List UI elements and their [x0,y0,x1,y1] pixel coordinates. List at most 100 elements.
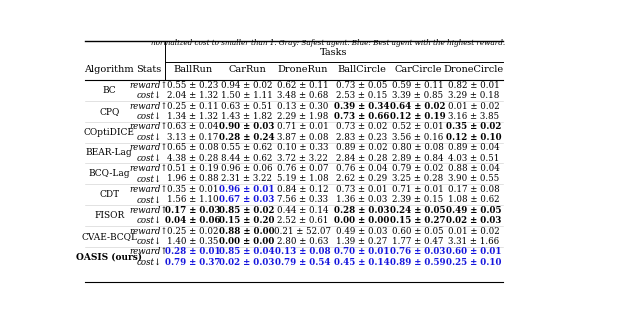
Text: 0.88 ± 0.00: 0.88 ± 0.00 [219,227,275,236]
Text: 0.12 ± 0.19: 0.12 ± 0.19 [390,112,445,121]
Text: 3.48 ± 0.68: 3.48 ± 0.68 [277,91,328,100]
Text: reward↑: reward↑ [130,164,168,173]
Text: 4.03 ± 0.51: 4.03 ± 0.51 [448,154,499,163]
Text: 0.28 ± 0.01: 0.28 ± 0.01 [165,247,221,256]
Text: Algorithm: Algorithm [84,65,134,74]
Text: 2.31 ± 3.22: 2.31 ± 3.22 [221,175,273,184]
Text: FISOR: FISOR [94,211,124,220]
Text: cost↓: cost↓ [136,112,162,121]
Text: 0.00 ± 0.00: 0.00 ± 0.00 [334,216,389,225]
Text: 1.43 ± 1.82: 1.43 ± 1.82 [221,112,273,121]
Text: 0.01 ± 0.02: 0.01 ± 0.02 [448,227,500,236]
Text: 0.02 ± 0.03: 0.02 ± 0.03 [220,258,275,267]
Text: 0.15 ± 0.27: 0.15 ± 0.27 [390,216,445,225]
Text: cost↓: cost↓ [136,175,162,184]
Text: 0.00 ± 0.00: 0.00 ± 0.00 [220,237,275,246]
Text: 1.36 ± 0.03: 1.36 ± 0.03 [336,195,387,204]
Text: 8.44 ± 0.62: 8.44 ± 0.62 [221,154,273,163]
Text: 1.96 ± 0.88: 1.96 ± 0.88 [167,175,219,184]
Text: 0.17 ± 0.08: 0.17 ± 0.08 [448,185,500,194]
Text: OASIS (ours): OASIS (ours) [76,252,142,261]
Text: 0.25 ± 0.02: 0.25 ± 0.02 [167,227,219,236]
Text: BallCircle: BallCircle [337,65,386,74]
Text: 0.13 ± 0.30: 0.13 ± 0.30 [277,102,328,110]
Text: 0.90 ± 0.03: 0.90 ± 0.03 [220,122,275,131]
Text: 0.60 ± 0.05: 0.60 ± 0.05 [392,227,444,236]
Text: 0.76 ± 0.04: 0.76 ± 0.04 [336,164,387,173]
Text: 0.35 ± 0.01: 0.35 ± 0.01 [167,185,219,194]
Text: 0.76 ± 0.03: 0.76 ± 0.03 [390,247,445,256]
Text: BCQ-Lag: BCQ-Lag [88,169,130,178]
Text: cost↓: cost↓ [136,133,162,142]
Text: 2.84 ± 0.28: 2.84 ± 0.28 [336,154,387,163]
Text: 0.71 ± 0.01: 0.71 ± 0.01 [392,185,444,194]
Text: 0.79 ± 0.02: 0.79 ± 0.02 [392,164,444,173]
Text: 0.71 ± 0.01: 0.71 ± 0.01 [277,122,328,131]
Text: 0.76 ± 0.07: 0.76 ± 0.07 [277,164,328,173]
Text: 0.44 ± 0.14: 0.44 ± 0.14 [277,206,328,215]
Text: 0.79 ± 0.54: 0.79 ± 0.54 [275,258,330,267]
Text: Stats: Stats [136,65,162,74]
Text: 2.80 ± 0.63: 2.80 ± 0.63 [277,237,328,246]
Text: 0.63 ± 0.04: 0.63 ± 0.04 [167,122,218,131]
Text: 0.62 ± 0.11: 0.62 ± 0.11 [277,81,328,90]
Text: BallRun: BallRun [173,65,212,74]
Text: 0.96 ± 0.06: 0.96 ± 0.06 [221,164,273,173]
Text: 0.94 ± 0.02: 0.94 ± 0.02 [221,81,273,90]
Text: 0.52 ± 0.01: 0.52 ± 0.01 [392,122,444,131]
Text: BEAR-Lag: BEAR-Lag [86,148,132,157]
Text: 1.56 ± 1.10: 1.56 ± 1.10 [167,195,219,204]
Text: 0.63 ± 0.51: 0.63 ± 0.51 [221,102,273,110]
Text: 1.34 ± 1.32: 1.34 ± 1.32 [167,112,218,121]
Text: 1.50 ± 1.11: 1.50 ± 1.11 [221,91,273,100]
Text: CPQ: CPQ [99,107,120,116]
Text: normalized cost to smaller than 1. Gray: Safest agent. Blue: Best agent with the: normalized cost to smaller than 1. Gray:… [151,39,505,47]
Text: 0.17 ± 0.03: 0.17 ± 0.03 [165,206,221,215]
Text: reward↑: reward↑ [130,102,168,110]
Text: 2.53 ± 0.15: 2.53 ± 0.15 [336,91,387,100]
Text: 2.04 ± 1.32: 2.04 ± 1.32 [167,91,218,100]
Text: 0.73 ± 0.01: 0.73 ± 0.01 [336,185,387,194]
Text: 0.13 ± 0.08: 0.13 ± 0.08 [275,247,330,256]
Text: 0.39 ± 0.34: 0.39 ± 0.34 [334,102,390,110]
Text: 3.31 ± 1.66: 3.31 ± 1.66 [448,237,499,246]
Text: 2.39 ± 0.15: 2.39 ± 0.15 [392,195,444,204]
Text: 0.25 ± 0.11: 0.25 ± 0.11 [167,102,219,110]
Text: 0.21 ± 52.07: 0.21 ± 52.07 [274,227,332,236]
Text: CDT: CDT [99,190,119,199]
Text: reward↑: reward↑ [130,143,168,152]
Text: 0.79 ± 0.37: 0.79 ± 0.37 [165,258,221,267]
Text: 7.56 ± 0.33: 7.56 ± 0.33 [277,195,328,204]
Text: 3.90 ± 0.55: 3.90 ± 0.55 [448,175,499,184]
Text: 0.89 ± 0.59: 0.89 ± 0.59 [390,258,445,267]
Text: 2.52 ± 0.61: 2.52 ± 0.61 [277,216,328,225]
Text: 1.77 ± 0.47: 1.77 ± 0.47 [392,237,444,246]
Text: cost↓: cost↓ [136,216,162,225]
Text: 3.39 ± 0.85: 3.39 ± 0.85 [392,91,444,100]
Text: COptiDICE: COptiDICE [84,128,135,137]
Text: reward↑: reward↑ [130,247,168,256]
Text: 0.80 ± 0.08: 0.80 ± 0.08 [392,143,444,152]
Text: DroneCircle: DroneCircle [444,65,504,74]
Text: reward↑: reward↑ [130,185,168,194]
Text: 3.16 ± 3.85: 3.16 ± 3.85 [448,112,499,121]
Text: 0.70 ± 0.01: 0.70 ± 0.01 [334,247,390,256]
Text: 0.89 ± 0.02: 0.89 ± 0.02 [336,143,388,152]
Text: 0.73 ± 0.66: 0.73 ± 0.66 [334,112,389,121]
Text: 0.35 ± 0.02: 0.35 ± 0.02 [446,122,502,131]
Text: 0.82 ± 0.01: 0.82 ± 0.01 [448,81,500,90]
Text: 0.88 ± 0.04: 0.88 ± 0.04 [448,164,500,173]
Text: 0.89 ± 0.04: 0.89 ± 0.04 [448,143,500,152]
Text: 0.02 ± 0.03: 0.02 ± 0.03 [446,216,502,225]
Text: reward↑: reward↑ [130,227,168,236]
Text: 0.64 ± 0.02: 0.64 ± 0.02 [390,102,445,110]
Text: 0.45 ± 0.14: 0.45 ± 0.14 [334,258,390,267]
Text: 3.13 ± 0.17: 3.13 ± 0.17 [167,133,218,142]
Text: cost↓: cost↓ [136,154,162,163]
Text: DroneRun: DroneRun [278,65,328,74]
Text: 0.65 ± 0.08: 0.65 ± 0.08 [167,143,219,152]
Text: 3.56 ± 0.16: 3.56 ± 0.16 [392,133,444,142]
Text: 0.73 ± 0.05: 0.73 ± 0.05 [336,81,387,90]
Text: 0.01 ± 0.02: 0.01 ± 0.02 [448,102,500,110]
Text: 0.51 ± 0.19: 0.51 ± 0.19 [167,164,219,173]
